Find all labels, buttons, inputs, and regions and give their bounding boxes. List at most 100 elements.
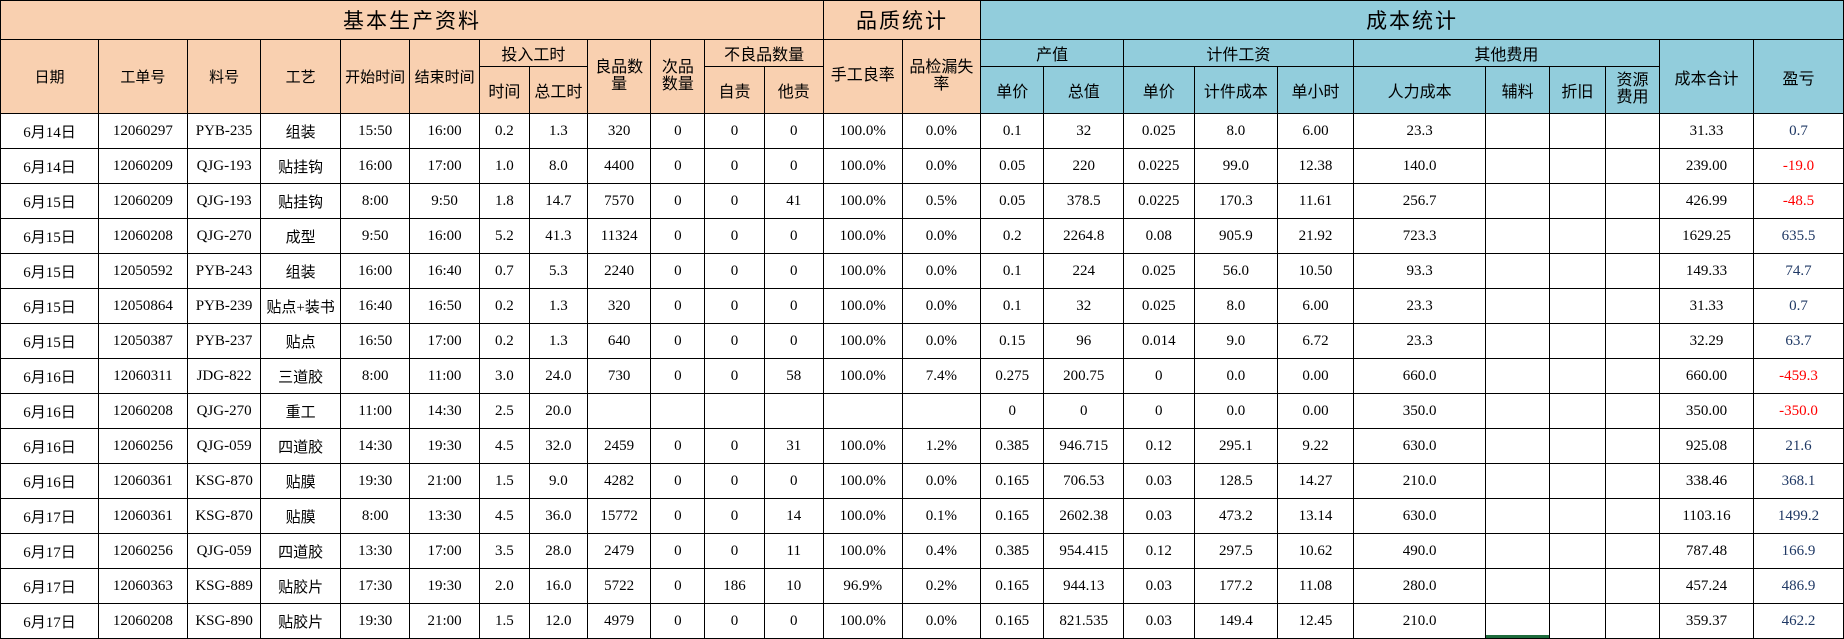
cell-date[interactable]: 6月15日 <box>0 288 100 324</box>
cell-end-time[interactable]: 11:00 <box>409 358 480 394</box>
cell-defect-other[interactable]: 14 <box>763 498 824 534</box>
cell-value-total[interactable]: 2264.8 <box>1043 218 1125 254</box>
cell-value-price[interactable]: 0.1 <box>980 288 1045 324</box>
cell-value-total[interactable]: 954.415 <box>1043 533 1125 569</box>
cell-end-time[interactable]: 21:00 <box>409 463 480 499</box>
cell-end-time[interactable]: 17:00 <box>409 323 480 359</box>
cell-good-qty[interactable]: 2240 <box>587 253 652 289</box>
cell-resource-fee[interactable] <box>1604 113 1661 149</box>
cell-wage-per-hour[interactable]: 10.50 <box>1277 253 1354 289</box>
cell-depreciation[interactable] <box>1548 393 1606 429</box>
cell-start-time[interactable]: 16:50 <box>339 323 411 359</box>
cell-material-no[interactable]: QJG-193 <box>186 183 262 219</box>
cell-depreciation[interactable] <box>1548 568 1606 604</box>
cell-second-qty[interactable]: 0 <box>650 358 706 394</box>
cell-value-total[interactable]: 0 <box>1043 393 1125 429</box>
cell-profit-loss[interactable]: 21.6 <box>1752 428 1844 464</box>
cell-good-qty[interactable]: 4282 <box>587 463 652 499</box>
cell-hours-total[interactable]: 32.0 <box>528 428 589 464</box>
cell-wage-piece-cost[interactable]: 905.9 <box>1193 218 1279 254</box>
cell-second-qty[interactable]: 0 <box>650 253 706 289</box>
cell-start-time[interactable]: 8:00 <box>339 183 411 219</box>
cell-defect-self[interactable]: 0 <box>704 218 765 254</box>
cell-wage-piece-cost[interactable]: 8.0 <box>1193 113 1279 149</box>
cell-manual-yield[interactable]: 100.0% <box>822 288 903 324</box>
cell-labor-cost[interactable]: 256.7 <box>1352 183 1487 219</box>
cell-hours-total[interactable]: 9.0 <box>528 463 589 499</box>
cell-good-qty[interactable] <box>587 393 652 429</box>
cell-wage-price[interactable]: 0.014 <box>1123 323 1195 359</box>
cell-end-time[interactable]: 9:50 <box>409 183 480 219</box>
cell-wage-price[interactable]: 0.12 <box>1123 428 1195 464</box>
cell-value-total[interactable]: 200.75 <box>1043 358 1125 394</box>
cell-manual-yield[interactable]: 100.0% <box>822 463 903 499</box>
cell-wage-piece-cost[interactable]: 295.1 <box>1193 428 1279 464</box>
cell-start-time[interactable]: 15:50 <box>339 113 411 149</box>
cell-depreciation[interactable] <box>1548 253 1606 289</box>
cell-manual-yield[interactable]: 100.0% <box>822 218 903 254</box>
cell-wage-price[interactable]: 0.03 <box>1123 463 1195 499</box>
cell-qc-escape[interactable] <box>901 393 982 429</box>
cell-manual-yield[interactable]: 100.0% <box>822 533 903 569</box>
cell-manual-yield[interactable]: 100.0% <box>822 113 903 149</box>
cell-wage-price[interactable]: 0 <box>1123 393 1195 429</box>
cell-wage-price[interactable]: 0.03 <box>1123 568 1195 604</box>
cell-cost-total[interactable]: 1103.16 <box>1659 498 1754 534</box>
cell-wage-price[interactable]: 0.025 <box>1123 253 1195 289</box>
cell-material-no[interactable]: PYB-243 <box>186 253 262 289</box>
cell-end-time[interactable]: 17:00 <box>409 533 480 569</box>
cell-work-order[interactable]: 12060256 <box>98 428 188 464</box>
cell-qc-escape[interactable]: 0.0% <box>901 323 982 359</box>
cell-defect-self[interactable]: 0 <box>704 463 765 499</box>
cell-labor-cost[interactable]: 660.0 <box>1352 358 1487 394</box>
cell-process[interactable]: 贴挂钩 <box>260 148 341 184</box>
cell-labor-cost[interactable]: 490.0 <box>1352 533 1487 569</box>
cell-material-no[interactable]: KSG-890 <box>186 603 262 639</box>
cell-value-total[interactable]: 821.535 <box>1043 603 1125 639</box>
cell-depreciation[interactable] <box>1548 113 1606 149</box>
cell-hours-total[interactable]: 12.0 <box>528 603 589 639</box>
cell-aux-material[interactable] <box>1485 428 1550 464</box>
cell-value-price[interactable]: 0.15 <box>980 323 1045 359</box>
cell-material-no[interactable]: QJG-193 <box>186 148 262 184</box>
cell-work-order[interactable]: 12060208 <box>98 393 188 429</box>
cell-good-qty[interactable]: 7570 <box>587 183 652 219</box>
table-row[interactable]: 6月14日 12060297 PYB-235 组装 15:50 16:00 0.2 1.3 32… <box>0 113 1844 149</box>
cell-aux-material[interactable] <box>1485 568 1550 604</box>
cell-material-no[interactable]: KSG-870 <box>186 463 262 499</box>
cell-end-time[interactable]: 16:00 <box>409 113 480 149</box>
cell-end-time[interactable]: 16:40 <box>409 253 480 289</box>
cell-second-qty[interactable] <box>650 393 706 429</box>
cell-defect-other[interactable]: 10 <box>763 568 824 604</box>
cell-second-qty[interactable]: 0 <box>650 463 706 499</box>
cell-cost-total[interactable]: 426.99 <box>1659 183 1754 219</box>
cell-material-no[interactable]: PYB-239 <box>186 288 262 324</box>
cell-end-time[interactable]: 19:30 <box>409 568 480 604</box>
cell-wage-piece-cost[interactable]: 99.0 <box>1193 148 1279 184</box>
cell-aux-material[interactable] <box>1485 463 1550 499</box>
cell-profit-loss[interactable]: 63.7 <box>1752 323 1844 359</box>
cell-date[interactable]: 6月16日 <box>0 393 100 429</box>
cell-value-price[interactable]: 0.2 <box>980 218 1045 254</box>
cell-second-qty[interactable]: 0 <box>650 288 706 324</box>
cell-depreciation[interactable] <box>1548 148 1606 184</box>
cell-date[interactable]: 6月17日 <box>0 603 100 639</box>
cell-resource-fee[interactable] <box>1604 253 1661 289</box>
cell-date[interactable]: 6月15日 <box>0 218 100 254</box>
cell-end-time[interactable]: 16:50 <box>409 288 480 324</box>
cell-profit-loss[interactable]: 166.9 <box>1752 533 1844 569</box>
cell-defect-other[interactable]: 0 <box>763 113 824 149</box>
cell-profit-loss[interactable]: 462.2 <box>1752 603 1844 639</box>
cell-profit-loss[interactable]: 1499.2 <box>1752 498 1844 534</box>
cell-manual-yield[interactable]: 100.0% <box>822 428 903 464</box>
cell-cost-total[interactable]: 787.48 <box>1659 533 1754 569</box>
cell-start-time[interactable]: 8:00 <box>339 358 411 394</box>
cell-process[interactable]: 组装 <box>260 253 341 289</box>
table-row[interactable]: 6月16日 12060311 JDG-822 三道胶 8:00 11:00 3.0 24.0 7… <box>0 358 1844 394</box>
cell-process[interactable]: 贴膜 <box>260 498 341 534</box>
cell-good-qty[interactable]: 2479 <box>587 533 652 569</box>
cell-process[interactable]: 四道胶 <box>260 428 341 464</box>
cell-second-qty[interactable]: 0 <box>650 603 706 639</box>
table-row[interactable]: 6月15日 12060208 QJG-270 成型 9:50 16:00 5.2 41.3 11… <box>0 218 1844 254</box>
cell-material-no[interactable]: PYB-235 <box>186 113 262 149</box>
